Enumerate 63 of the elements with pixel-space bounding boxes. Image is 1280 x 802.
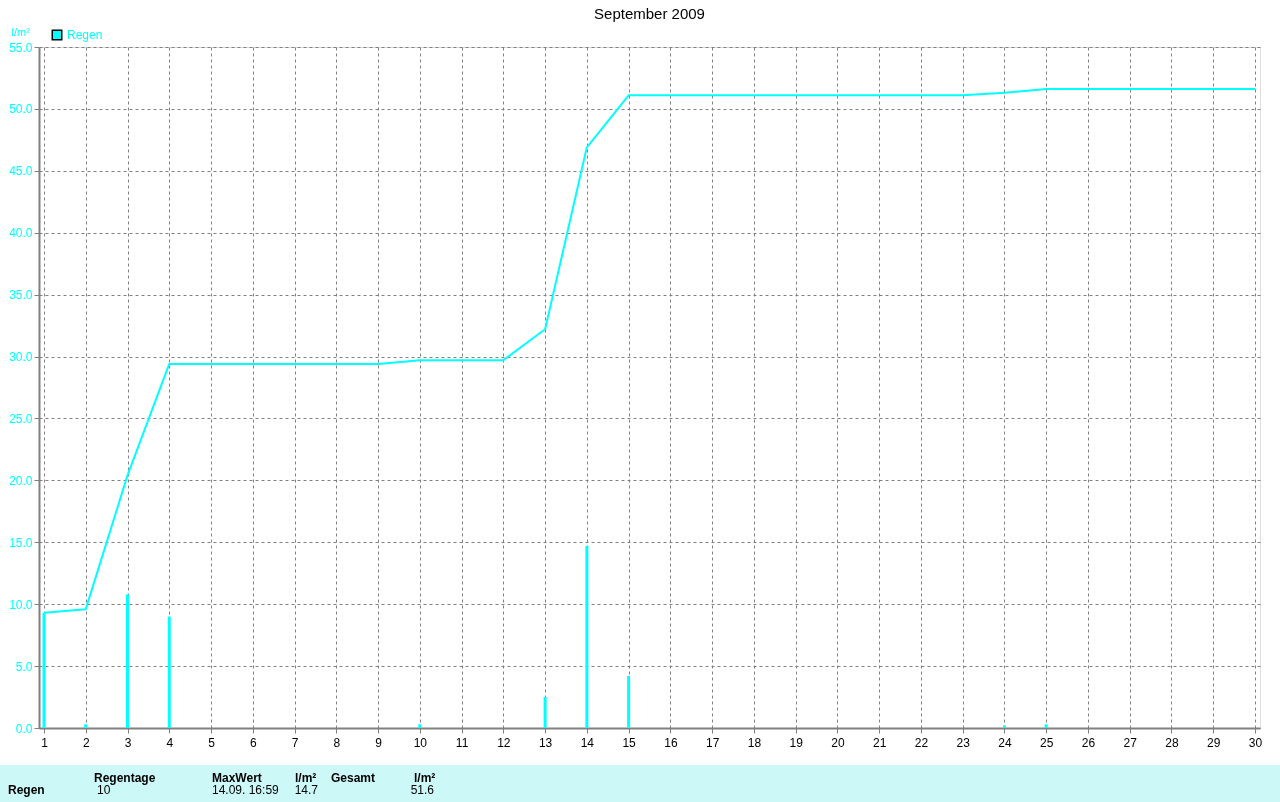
text: MaxWert (212, 771, 262, 785)
text: Regentage (94, 771, 156, 785)
x-tick-label: 8 (333, 735, 341, 750)
x-tick-label: 21 (872, 735, 887, 750)
bar (627, 676, 631, 728)
x-tick-label: 14 (580, 735, 595, 750)
text: Gesamt (331, 771, 376, 785)
x-tick-label: 4 (166, 735, 174, 750)
bar (1044, 724, 1048, 728)
text: 51.6 (410, 783, 435, 797)
text: l/m² (295, 771, 317, 785)
y-tick-label: 5.0 (15, 659, 33, 674)
y-tick-label: 0.0 (15, 721, 33, 736)
x-tick-label: 25 (1040, 735, 1054, 750)
y-tick-label: 50.0 (9, 102, 33, 117)
x-tick-label: 19 (789, 735, 804, 750)
x-tick-label: 30 (1248, 735, 1263, 750)
y-tick-label: 40.0 (9, 226, 33, 241)
legend-label: Regen (67, 28, 103, 42)
x-tick-label: 22 (914, 735, 929, 750)
y-tick-label: 10.0 (9, 597, 33, 612)
bar (167, 616, 171, 728)
x-tick-label: 18 (747, 735, 762, 750)
x-tick-label: 6 (249, 735, 257, 750)
x-tick-label: 27 (1123, 735, 1138, 750)
x-tick-label: 24 (998, 735, 1012, 750)
x-tick-label: 13 (538, 735, 553, 750)
x-tick-label: 23 (956, 735, 971, 750)
y-tick-label: 55.0 (9, 40, 33, 55)
text: 10 (97, 783, 111, 797)
x-tick-label: 7 (291, 735, 299, 750)
y-tick-label: 25.0 (9, 411, 33, 426)
x-tick-label: 1 (41, 735, 49, 750)
x-tick-label: 28 (1165, 735, 1179, 750)
x-tick-label: 15 (622, 735, 637, 750)
text: l/m² (414, 771, 436, 785)
y-tick-label: 15.0 (9, 535, 33, 550)
bar (126, 594, 130, 728)
text: Regen (8, 783, 45, 797)
x-tick-label: 12 (497, 735, 511, 750)
x-tick-label: 3 (124, 735, 132, 750)
x-tick-label: 2 (82, 735, 90, 750)
bar (84, 724, 88, 728)
y-axis-title: l/m² (11, 25, 31, 38)
text: 14.7 (294, 783, 319, 797)
bar (543, 697, 547, 728)
bar (585, 545, 589, 728)
y-tick-label: 30.0 (9, 350, 33, 365)
y-tick-label: 35.0 (9, 288, 33, 303)
x-tick-label: 17 (705, 735, 720, 750)
chart-title: September 2009 (594, 5, 705, 22)
x-tick-label: 26 (1081, 735, 1096, 750)
x-tick-label: 11 (455, 735, 469, 750)
x-tick-label: 20 (831, 735, 845, 750)
x-tick-label: 5 (208, 735, 216, 750)
bar (418, 724, 422, 728)
x-tick-label: 10 (413, 735, 428, 750)
x-tick-label: 29 (1207, 735, 1221, 750)
y-tick-label: 20.0 (9, 473, 33, 488)
x-tick-label: 16 (664, 735, 678, 750)
x-tick-label: 9 (375, 735, 383, 750)
text: 14.09. 16:59 (212, 783, 280, 797)
y-tick-label: 45.0 (9, 164, 33, 179)
